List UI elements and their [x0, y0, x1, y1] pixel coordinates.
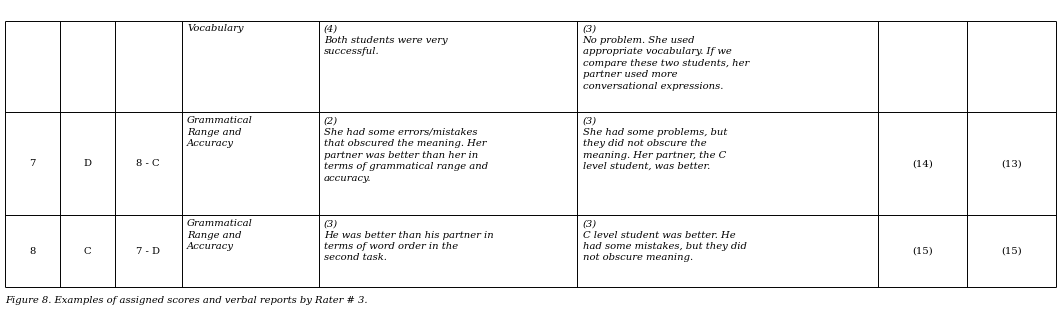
Text: (14): (14) [912, 159, 933, 168]
Text: 7 - D: 7 - D [136, 247, 160, 256]
Text: (15): (15) [1001, 247, 1022, 256]
Text: 8: 8 [30, 247, 36, 256]
Text: (3)
He was better than his partner in
terms of word order in the
second task.: (3) He was better than his partner in te… [324, 219, 493, 262]
Text: (3)
She had some problems, but
they did not obscure the
meaning. Her partner, th: (3) She had some problems, but they did … [582, 116, 727, 171]
Text: (15): (15) [912, 247, 933, 256]
Text: Figure 8. Examples of assigned scores and verbal reports by Rater # 3.: Figure 8. Examples of assigned scores an… [5, 296, 368, 305]
Text: 8 - C: 8 - C [137, 159, 160, 168]
Text: (3)
C level student was better. He
had some mistakes, but they did
not obscure m: (3) C level student was better. He had s… [582, 219, 746, 262]
Text: (3)
No problem. She used
appropriate vocabulary. If we
compare these two student: (3) No problem. She used appropriate voc… [582, 24, 749, 91]
Text: D: D [84, 159, 91, 168]
Text: Vocabulary: Vocabulary [187, 24, 244, 33]
Text: Grammatical
Range and
Accuracy: Grammatical Range and Accuracy [187, 116, 254, 148]
Text: Grammatical
Range and
Accuracy: Grammatical Range and Accuracy [187, 219, 254, 251]
Text: 7: 7 [30, 159, 36, 168]
Text: (13): (13) [1001, 159, 1022, 168]
Text: (4)
Both students were very
successful.: (4) Both students were very successful. [324, 24, 448, 56]
Text: (2)
She had some errors/mistakes
that obscured the meaning. Her
partner was bett: (2) She had some errors/mistakes that ob… [324, 116, 488, 183]
Text: C: C [84, 247, 91, 256]
